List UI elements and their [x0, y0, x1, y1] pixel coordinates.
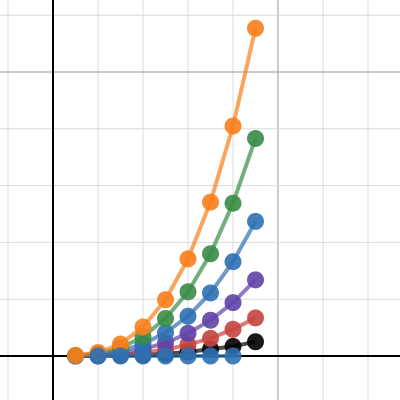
data-point: [247, 212, 265, 230]
data-point: [179, 250, 197, 268]
data-point: [157, 310, 175, 328]
data-point: [202, 347, 220, 365]
data-point: [224, 253, 242, 271]
data-point: [179, 347, 197, 365]
data-point: [157, 347, 175, 365]
data-point: [179, 283, 197, 301]
data-point: [134, 347, 152, 365]
data-point: [247, 271, 265, 289]
data-point: [202, 245, 220, 263]
data-point: [247, 19, 265, 37]
data-point: [247, 309, 265, 327]
data-point: [202, 329, 220, 347]
data-point: [67, 346, 85, 364]
data-point: [179, 324, 197, 342]
data-point: [224, 117, 242, 135]
data-point: [134, 318, 152, 336]
data-point: [224, 194, 242, 212]
data-point: [112, 347, 130, 365]
data-point: [202, 284, 220, 302]
data-point: [112, 335, 130, 353]
data-point: [224, 320, 242, 338]
data-point: [179, 307, 197, 325]
data-point: [247, 129, 265, 147]
data-point: [157, 324, 175, 342]
data-point: [224, 294, 242, 312]
data-point: [157, 291, 175, 309]
data-point: [224, 347, 242, 365]
data-point: [202, 193, 220, 211]
data-point: [202, 311, 220, 329]
data-point: [89, 347, 107, 365]
data-point: [247, 333, 265, 351]
